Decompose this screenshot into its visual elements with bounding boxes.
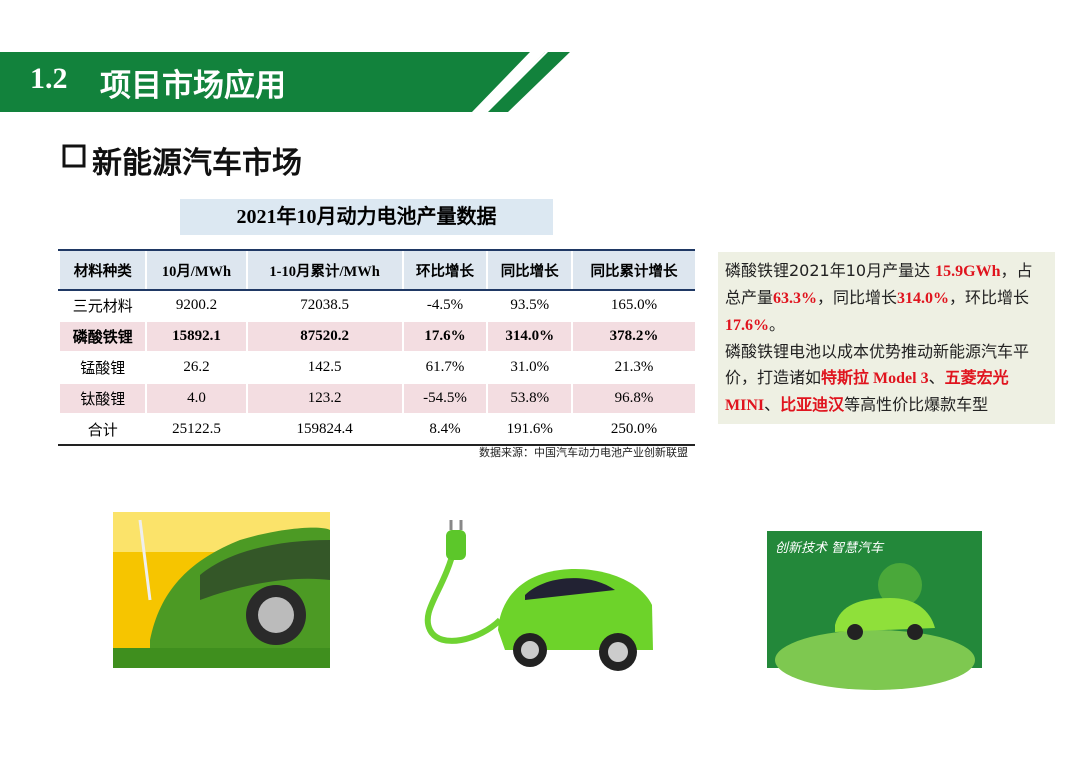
table-cell: 钛酸锂 — [57, 383, 147, 415]
source-note: 数据来源：中国汽车动力电池产业创新联盟 — [479, 446, 688, 459]
note-text: ，同比增长 — [817, 288, 898, 307]
note-text: 63.3% — [773, 290, 818, 307]
data-table: 材料种类 10月/MWh 1-10月累计/MWh 环比增长 同比增长 同比累计增长 三元材料… — [57, 249, 695, 446]
table-cell: 96.8% — [571, 383, 695, 415]
note-text: 314.0% — [897, 290, 950, 307]
table-row: 三元材料 9200.2 72038.5 -4.5% 93.5% 165.0% — [57, 290, 695, 322]
note-box: 磷酸铁锂2021年10月产量达 15.9GWh，占总产量63.3%，同比增长31… — [718, 252, 1055, 424]
column-header: 同比增长 — [486, 249, 573, 291]
image-green-earth: 创新技术 智慧汽车 — [767, 531, 982, 690]
note-text: ，占总产量 — [725, 261, 1033, 307]
image-plug-car — [424, 520, 653, 671]
note-text: 17.6% — [725, 317, 769, 334]
table-cell: 191.6% — [486, 414, 573, 446]
table-cell: 61.7% — [401, 352, 488, 384]
table-cell: 17.6% — [401, 321, 488, 353]
table-cell: 15892.1 — [145, 321, 247, 353]
svg-text:创新技术 智慧汽车: 创新技术 智慧汽车 — [775, 541, 885, 556]
table-cell: 26.2 — [145, 352, 247, 384]
note-text: 15.9GWh — [935, 263, 1001, 280]
note-text: 、 — [764, 395, 781, 414]
note-text: 磷酸铁锂2021年10月产量达 — [725, 261, 936, 280]
page-title: 项目市场应用 — [100, 68, 286, 104]
column-header: 材料种类 — [57, 249, 147, 291]
banner — [0, 52, 545, 112]
table-cell: 4.0 — [145, 383, 247, 415]
table-cell: 8.4% — [401, 414, 488, 446]
table-cell: -54.5% — [401, 383, 488, 415]
note-text: 五菱宏光 MINI — [725, 370, 1009, 414]
column-header: 环比增长 — [401, 249, 488, 291]
column-header: 1-10月累计/MWh — [245, 249, 403, 291]
table-cell: 25122.5 — [145, 414, 247, 446]
table-cell: 合计 — [57, 414, 147, 446]
column-header: 同比累计增长 — [571, 249, 695, 291]
table-cell: 31.0% — [486, 352, 573, 384]
table-cell: 159824.4 — [245, 414, 403, 446]
table-cell: 磷酸铁锂 — [57, 321, 147, 353]
table-row: 锰酸锂 26.2 142.5 61.7% 31.0% 21.3% — [57, 352, 695, 384]
note-text: 磷酸铁锂电池以成本优势推动新能源汽车平价，打造诸如 — [725, 342, 1030, 387]
table-cell: 72038.5 — [245, 290, 403, 322]
note-paragraph: 磷酸铁锂2021年10月产量达 15.9GWh，占总产量63.3%，同比增长31… — [725, 258, 1048, 339]
table-cell: -4.5% — [401, 290, 488, 322]
note-paragraph: 磷酸铁锂电池以成本优势推动新能源汽车平价，打造诸如特斯拉 Model 3、五菱宏… — [725, 339, 1048, 419]
table-cell: 123.2 — [245, 383, 403, 415]
note-text: ，环比增长 — [949, 288, 1030, 307]
table-row: 磷酸铁锂 15892.1 87520.2 17.6% 314.0% 378.2% — [57, 321, 695, 353]
table-cell: 9200.2 — [145, 290, 247, 322]
note-text: 、 — [928, 368, 945, 387]
table-cell: 21.3% — [571, 352, 695, 384]
table-row: 钛酸锂 4.0 123.2 -54.5% 53.8% 96.8% — [57, 383, 695, 415]
table-cell: 三元材料 — [57, 290, 147, 322]
section-number: 1.2 — [30, 62, 68, 95]
table-cell: 53.8% — [486, 383, 573, 415]
section-title: 新能源汽车市场 — [92, 146, 302, 181]
table-caption: 2021年10月动力电池产量数据 — [180, 199, 553, 235]
note-text: 。 — [769, 315, 786, 334]
table-cell: 87520.2 — [245, 321, 403, 353]
note-text: 特斯拉 Model 3 — [821, 370, 929, 387]
table-cell: 314.0% — [486, 321, 573, 353]
note-text: 比亚迪汉 — [780, 397, 845, 414]
table-cell: 93.5% — [486, 290, 573, 322]
table-cell: 378.2% — [571, 321, 695, 353]
table-cell: 锰酸锂 — [57, 352, 147, 384]
note-text: 等高性价比爆款车型 — [844, 395, 989, 414]
table-cell: 142.5 — [245, 352, 403, 384]
column-header: 10月/MWh — [145, 249, 247, 291]
table-row: 合计 25122.5 159824.4 8.4% 191.6% 250.0% — [57, 414, 695, 446]
bullet-box — [62, 144, 86, 168]
image-grass-car — [113, 512, 330, 668]
table-cell: 250.0% — [571, 414, 695, 446]
table-cell: 165.0% — [571, 290, 695, 322]
